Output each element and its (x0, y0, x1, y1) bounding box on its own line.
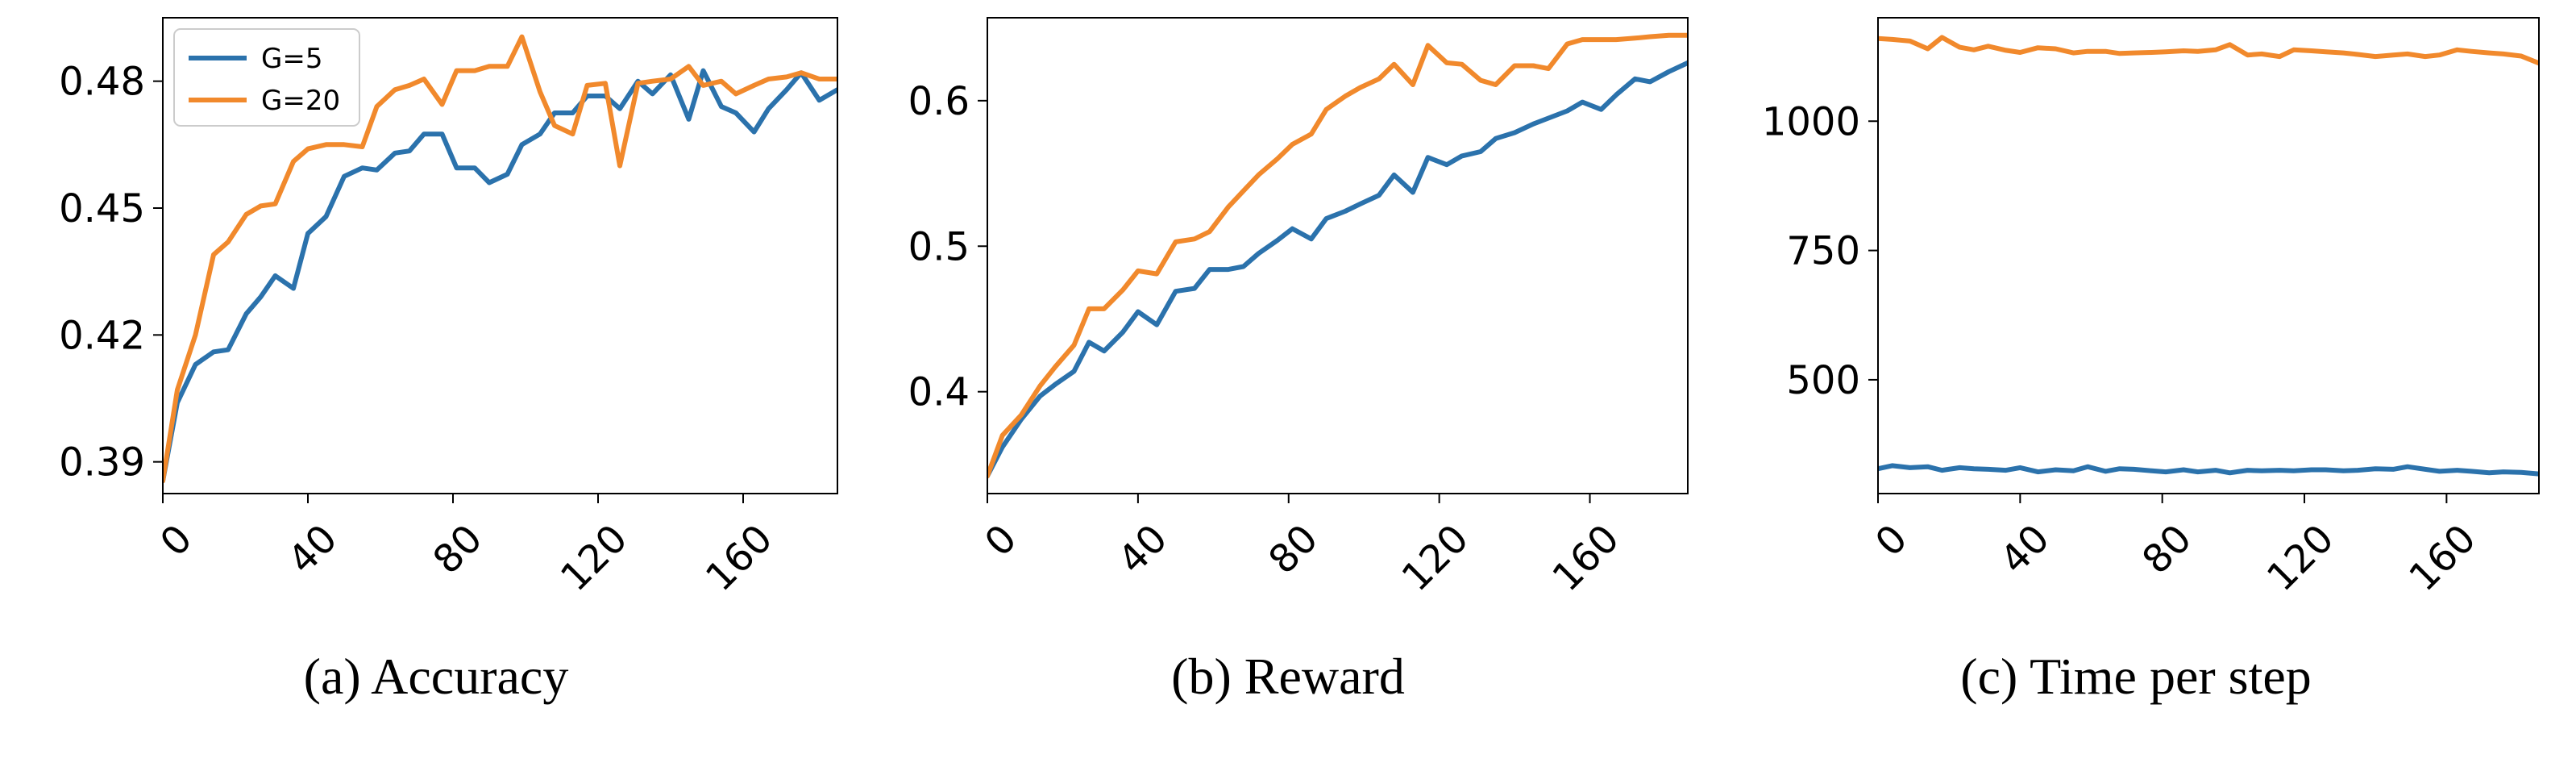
series-line-g-5 (163, 68, 837, 484)
y-tick-label: 0.39 (59, 440, 145, 486)
x-tick-label: 160 (697, 516, 781, 600)
series-line-g-5 (987, 60, 1688, 479)
legend-label: G=20 (261, 85, 340, 117)
x-tick-label: 120 (552, 516, 636, 600)
series-line-g-20 (987, 32, 1688, 479)
x-tick-label: 80 (425, 516, 492, 583)
x-tick-label: 80 (2134, 516, 2200, 583)
series-line-g-20 (1878, 35, 2539, 66)
plot-frame (1877, 17, 2540, 494)
x-tick-label: 80 (1260, 516, 1327, 583)
series-line-g-20 (163, 34, 837, 484)
x-tick-label: 40 (1109, 516, 1176, 583)
x-tick-label: 120 (1394, 516, 1477, 600)
panel-caption: (b) Reward (1171, 648, 1405, 705)
x-tick-label: 160 (1544, 516, 1628, 600)
x-tick-label: 40 (1992, 516, 2059, 583)
y-tick-label: 0.4 (908, 370, 970, 415)
x-tick-label: 160 (2400, 516, 2484, 600)
y-tick-label: 0.45 (59, 186, 145, 231)
x-tick-label: 40 (280, 516, 347, 583)
x-tick-label: 0 (976, 516, 1025, 565)
time-per-step-panel: 0 40 80 120 160 500 750 1000 (c) Time per step (1762, 17, 2540, 705)
x-tick-label: 0 (1867, 516, 1916, 565)
x-tick-label: 120 (2258, 516, 2342, 600)
panel-caption: (a) Accuracy (304, 648, 569, 705)
legend: G=5 G=20 (173, 28, 360, 127)
y-tick-label: 0.6 (908, 79, 970, 124)
plot-frame (162, 17, 838, 494)
y-tick-label: 1000 (1762, 99, 1860, 144)
accuracy-panel: 0 40 80 120 160 0.39 0.42 0.45 0.48 (a) Accuracy G… (59, 17, 838, 705)
x-tick-label: 0 (152, 516, 201, 565)
series-line-g-5 (1878, 463, 2539, 477)
legend-label: G=5 (261, 43, 322, 75)
y-tick-label: 500 (1786, 358, 1860, 403)
reward-panel: 0 40 80 120 160 0.4 0.5 0.6 (b) Reward (908, 17, 1689, 705)
panel-caption: (c) Time per step (1960, 648, 2312, 705)
y-tick-label: 0.5 (908, 224, 970, 269)
y-tick-label: 0.48 (59, 60, 145, 105)
y-tick-label: 0.42 (59, 313, 145, 358)
plot-frame (987, 17, 1689, 494)
y-tick-label: 750 (1786, 229, 1860, 274)
